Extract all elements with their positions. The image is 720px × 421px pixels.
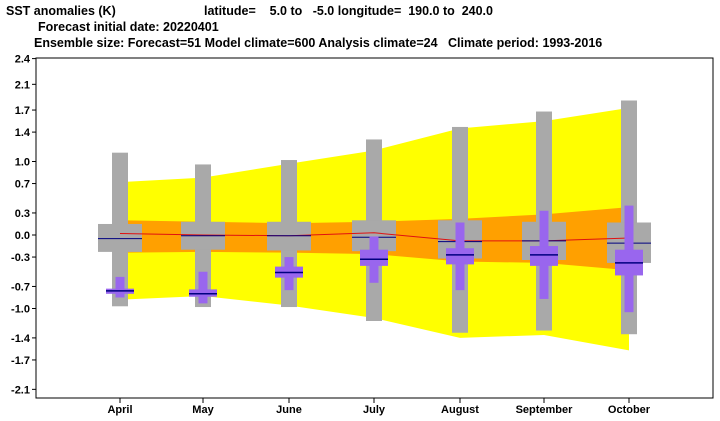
chart-title: SST anomalies (K): [6, 4, 116, 18]
y-tick-label: 1.0: [15, 157, 30, 169]
forecast-box: [360, 249, 388, 266]
x-tick-label: May: [192, 404, 214, 416]
x-tick-label: October: [608, 404, 651, 416]
y-tick-label: 0.7: [15, 179, 30, 191]
y-tick-label: -1.0: [11, 304, 30, 316]
y-tick-label: -0.3: [11, 252, 30, 264]
x-tick-label: April: [107, 404, 132, 416]
forecast-whisker: [115, 276, 125, 298]
region-bounds: latitude= 5.0 to -5.0 longitude= 190.0 t…: [204, 4, 493, 18]
chart-header: SST anomalies (K) latitude= 5.0 to -5.0 …: [0, 0, 720, 60]
y-tick-label: 0.3: [15, 208, 30, 220]
y-tick-label: 0.0: [15, 230, 30, 242]
y-tick-label: 2.4: [15, 54, 31, 66]
x-tick-label: July: [363, 404, 386, 416]
y-tick-label: -2.1: [11, 384, 30, 396]
model-climate-box: [98, 223, 142, 252]
y-tick-label: -1.7: [11, 355, 30, 367]
y-tick-label: -1.4: [11, 333, 31, 345]
y-tick-label: 1.7: [15, 105, 30, 117]
forecast-box: [446, 248, 474, 265]
forecast-whisker: [198, 271, 208, 304]
y-tick-label: 2.1: [15, 79, 30, 91]
x-tick-label: September: [516, 404, 574, 416]
y-tick-label: -0.7: [11, 281, 30, 293]
y-tick-label: 1.4: [15, 127, 31, 139]
x-tick-label: June: [276, 404, 302, 416]
forecast-initial-date: Forecast initial date: 20220401: [38, 20, 219, 34]
ensemble-info: Ensemble size: Forecast=51 Model climate…: [34, 36, 603, 50]
forecast-box: [530, 246, 558, 266]
x-tick-label: August: [441, 404, 479, 416]
